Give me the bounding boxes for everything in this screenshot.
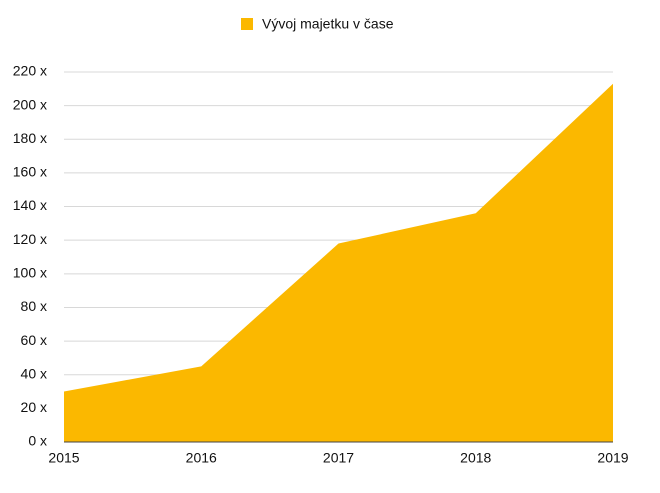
y-tick-label: 220 x [13,63,47,79]
x-tick-label: 2019 [597,450,628,466]
x-tick-label: 2015 [48,450,79,466]
y-tick-label: 60 x [21,332,47,348]
y-tick-label: 20 x [21,399,47,415]
x-tick-label: 2016 [186,450,217,466]
y-tick-label: 180 x [13,130,47,146]
x-tick-label: 2017 [323,450,354,466]
y-tick-label: 200 x [13,96,47,112]
area [64,83,613,442]
y-tick-label: 0 x [28,433,47,449]
y-tick-label: 160 x [13,164,47,180]
y-tick-label: 80 x [21,298,47,314]
y-tick-label: 100 x [13,265,47,281]
legend-swatch [241,18,253,30]
y-tick-label: 40 x [21,365,47,381]
y-tick-label: 140 x [13,197,47,213]
y-tick-label: 120 x [13,231,47,247]
legend-label: Vývoj majetku v čase [262,16,394,32]
x-tick-label: 2018 [460,450,491,466]
